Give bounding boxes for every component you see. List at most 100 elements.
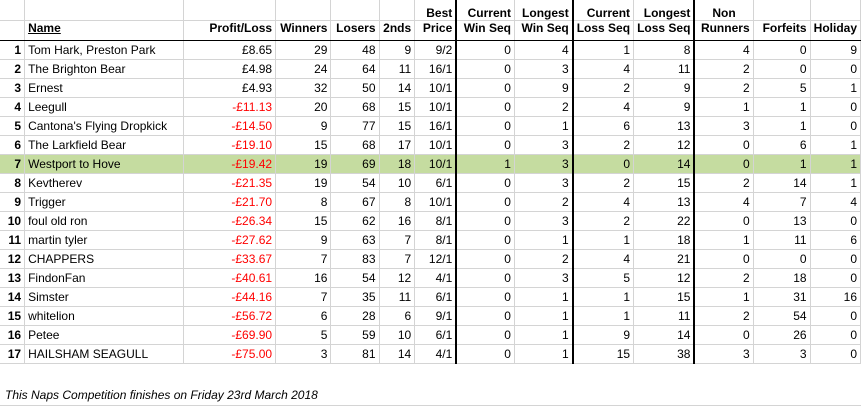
longest-win-seq-cell: 1: [514, 230, 574, 250]
current-win-seq-cell: 0: [455, 59, 515, 79]
profit-loss-cell: -£33.67: [183, 249, 277, 269]
header-cell: [24, 0, 184, 21]
longest-loss-seq-cell: 21: [633, 249, 695, 269]
seconds-cell: 14: [379, 344, 416, 364]
rank-cell: 13: [0, 268, 26, 288]
winners-cell: 6: [275, 306, 332, 326]
current-loss-seq-cell: 4: [571, 249, 635, 269]
table-row: 7 Westport to Hove -£19.42 19 69 18 10/1 1 3 0 14 0…: [0, 154, 861, 174]
forfeits-cell: 7: [753, 192, 811, 212]
profit-loss-cell: £4.98: [183, 59, 277, 79]
forfeits-cell: 0: [753, 249, 811, 269]
header-cell: [330, 0, 380, 21]
current-loss-seq-cell: 6: [571, 116, 635, 136]
best-price-cell: 10/1: [414, 97, 457, 117]
name-cell: Simster: [24, 287, 184, 307]
name-cell: foul old ron: [24, 211, 184, 231]
losers-cell: 64: [330, 59, 380, 79]
profit-loss-cell: -£14.50: [183, 116, 277, 136]
header-holiday: Holiday: [810, 20, 861, 41]
losers-cell: 63: [330, 230, 380, 250]
header-longest-loss-top: Longest: [633, 0, 695, 21]
profit-loss-cell: -£19.10: [183, 135, 277, 155]
longest-win-seq-cell: 3: [514, 135, 574, 155]
losers-cell: 83: [330, 249, 380, 269]
seconds-cell: 11: [379, 59, 416, 79]
rank-cell: 15: [0, 306, 26, 326]
table-row: 4 Leegull -£11.13 20 68 15 10/1 0 2 4 9 1 1 0: [0, 97, 861, 117]
holiday-cell: 16: [810, 287, 861, 307]
profit-loss-cell: -£21.70: [183, 192, 277, 212]
table-row: 17 HAILSHAM SEAGULL -£75.00 3 81 14 4/1 0 1 15 38 3…: [0, 344, 861, 364]
holiday-cell: 9: [810, 40, 861, 60]
best-price-cell: 8/1: [414, 230, 457, 250]
forfeits-cell: 31: [753, 287, 811, 307]
header-longest-win-top: Longest: [514, 0, 574, 21]
longest-loss-seq-cell: 12: [633, 135, 695, 155]
winners-cell: 9: [275, 116, 332, 136]
seconds-cell: 17: [379, 135, 416, 155]
current-loss-seq-cell: 4: [571, 97, 635, 117]
rank-cell: 3: [0, 78, 26, 98]
name-cell: martin tyler: [24, 230, 184, 250]
current-win-seq-cell: 0: [455, 344, 515, 364]
profit-loss-cell: -£19.42: [183, 154, 277, 174]
non-runners-cell: 4: [693, 40, 754, 60]
holiday-cell: 0: [810, 97, 861, 117]
current-loss-seq-cell: 2: [571, 211, 635, 231]
header-best-price: Price: [414, 20, 457, 41]
non-runners-cell: 2: [693, 306, 754, 326]
losers-cell: 69: [330, 154, 380, 174]
longest-win-seq-cell: 2: [514, 97, 574, 117]
longest-win-seq-cell: 2: [514, 249, 574, 269]
holiday-cell: 1: [810, 78, 861, 98]
longest-loss-seq-cell: 8: [633, 40, 695, 60]
seconds-cell: 14: [379, 78, 416, 98]
losers-cell: 50: [330, 78, 380, 98]
losers-cell: 68: [330, 135, 380, 155]
forfeits-cell: 3: [753, 344, 811, 364]
name-cell: FindonFan: [24, 268, 184, 288]
profit-loss-cell: £4.93: [183, 78, 277, 98]
longest-loss-seq-cell: 9: [633, 97, 695, 117]
rank-cell: 5: [0, 116, 26, 136]
longest-loss-seq-cell: 11: [633, 306, 695, 326]
seconds-cell: 6: [379, 306, 416, 326]
current-win-seq-cell: 0: [455, 211, 515, 231]
current-win-seq-cell: 0: [455, 78, 515, 98]
rank-cell: 10: [0, 211, 26, 231]
non-runners-cell: 2: [693, 59, 754, 79]
seconds-cell: 7: [379, 249, 416, 269]
rank-cell: 11: [0, 230, 26, 250]
longest-win-seq-cell: 3: [514, 59, 574, 79]
current-loss-seq-cell: 4: [571, 59, 635, 79]
longest-win-seq-cell: 1: [514, 287, 574, 307]
rank-cell: 1: [0, 40, 26, 60]
losers-cell: 35: [330, 287, 380, 307]
table-row: 2 The Brighton Bear £4.98 24 64 11 16/1 0 3 4 11 2 0…: [0, 59, 861, 79]
forfeits-cell: 14: [753, 173, 811, 193]
name-cell: Ernest: [24, 78, 184, 98]
current-loss-seq-cell: 5: [571, 268, 635, 288]
header-non-runners-top: Non: [693, 0, 754, 21]
current-win-seq-cell: 0: [455, 268, 515, 288]
forfeits-cell: 18: [753, 268, 811, 288]
best-price-cell: 10/1: [414, 154, 457, 174]
rank-cell: 17: [0, 344, 26, 364]
profit-loss-cell: -£69.90: [183, 325, 277, 345]
header-current-win-top: Current: [455, 0, 515, 21]
rank-cell: 8: [0, 173, 26, 193]
seconds-cell: 15: [379, 97, 416, 117]
losers-cell: 77: [330, 116, 380, 136]
holiday-cell: 4: [810, 192, 861, 212]
non-runners-cell: 0: [693, 249, 754, 269]
longest-loss-seq-cell: 12: [633, 268, 695, 288]
table-row: 8 Kevtherev -£21.35 19 54 10 6/1 0 3 2 15 2 14 1: [0, 173, 861, 193]
holiday-cell: 0: [810, 59, 861, 79]
current-loss-seq-cell: 2: [571, 78, 635, 98]
longest-loss-seq-cell: 13: [633, 192, 695, 212]
forfeits-cell: 1: [753, 154, 811, 174]
winners-cell: 15: [275, 135, 332, 155]
longest-win-seq-cell: 1: [514, 306, 574, 326]
non-runners-cell: 2: [693, 173, 754, 193]
